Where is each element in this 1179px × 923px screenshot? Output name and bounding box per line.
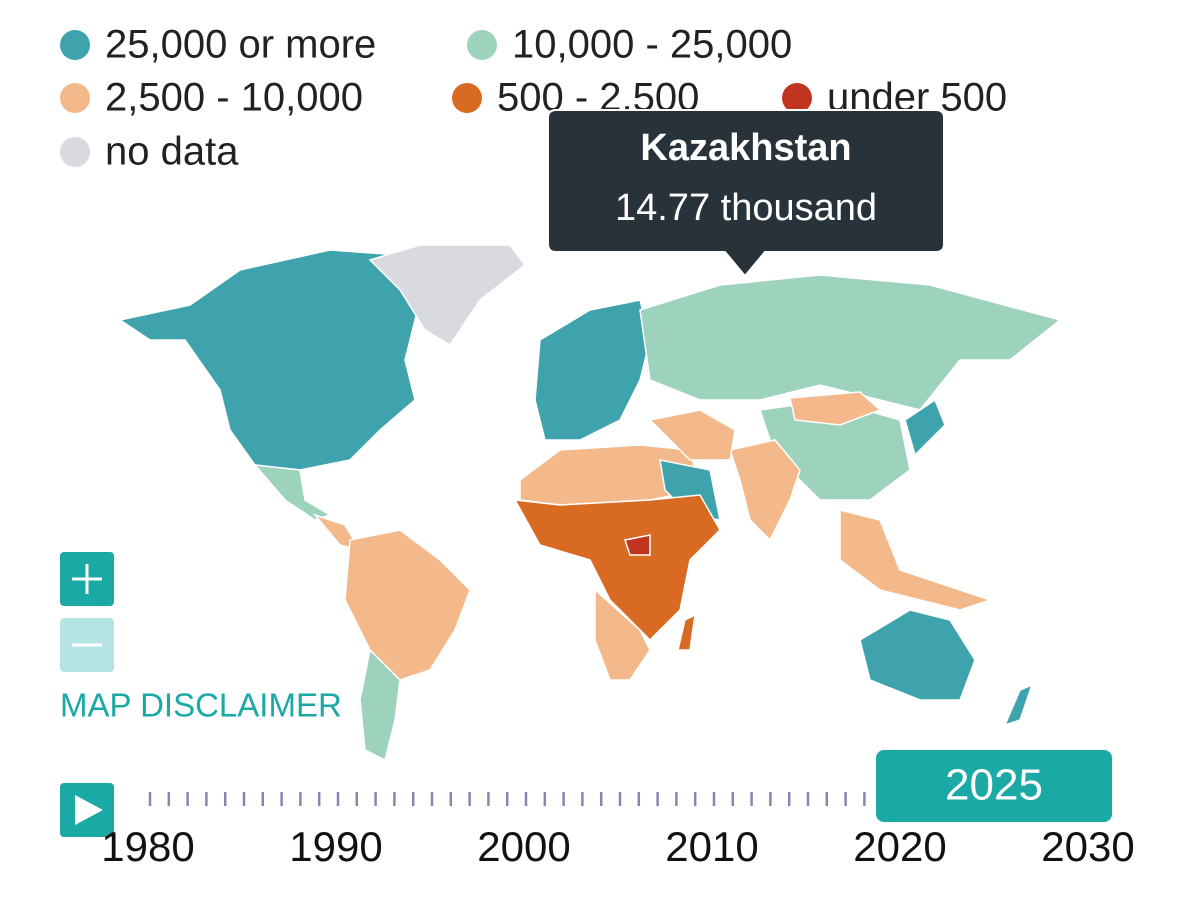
south-america-south: [359, 648, 401, 762]
legend-swatch: [60, 30, 90, 60]
south-asia: [729, 439, 801, 542]
plus-icon: [72, 564, 102, 594]
legend: 25,000 or more 10,000 - 25,000 2,500 - 10,…: [60, 23, 1007, 174]
south-america: [344, 529, 471, 681]
play-button[interactable]: [60, 783, 114, 837]
year-label: 2030: [1041, 823, 1134, 870]
year-label: 2000: [477, 823, 570, 870]
tooltip-box: [547, 109, 945, 278]
europe: [534, 299, 651, 441]
tooltip-title: Kazakhstan: [640, 127, 851, 169]
year-label: 1990: [289, 823, 382, 870]
tooltip: Kazakhstan 14.77 thousand: [547, 109, 945, 278]
new-zealand: [1003, 683, 1034, 727]
map-disclaimer[interactable]: MAP DISCLAIMER: [60, 687, 342, 724]
year-label: 2010: [665, 823, 758, 870]
timeline: 1980 1990 2000 2010 2020 2030 2025: [101, 750, 1135, 870]
zoom-out-button[interactable]: [60, 618, 114, 672]
middle-east: [648, 409, 736, 461]
year-handle[interactable]: [876, 750, 1112, 822]
legend-label: 10,000 - 25,000: [512, 23, 792, 67]
tooltip-value: 14.77 thousand: [615, 187, 877, 229]
greenland: [368, 244, 527, 347]
year-label: 1980: [101, 823, 194, 870]
se-asia: [839, 509, 993, 611]
zoom-in-button[interactable]: [60, 552, 114, 606]
north-america: [118, 249, 421, 471]
legend-swatch: [452, 83, 482, 113]
legend-swatch: [782, 83, 812, 113]
central-africa: [513, 494, 721, 642]
mongolia: [789, 391, 882, 426]
mexico: [253, 464, 332, 521]
south-sudan: [624, 534, 651, 556]
legend-label: 25,000 or more: [105, 23, 376, 67]
year-label: 2020: [853, 823, 946, 870]
current-year: 2025: [945, 761, 1043, 810]
world-map: [118, 244, 1062, 762]
legend-swatch: [467, 30, 497, 60]
russia-kazakhstan: [639, 274, 1062, 411]
legend-label: no data: [105, 130, 239, 174]
southern-africa: [594, 588, 651, 681]
australia: [859, 609, 976, 701]
play-icon: [75, 795, 103, 825]
madagascar: [677, 613, 696, 651]
legend-swatch: [60, 83, 90, 113]
japan: [904, 398, 946, 457]
legend-label: 2,500 - 10,000: [105, 76, 363, 120]
legend-swatch: [60, 137, 90, 167]
